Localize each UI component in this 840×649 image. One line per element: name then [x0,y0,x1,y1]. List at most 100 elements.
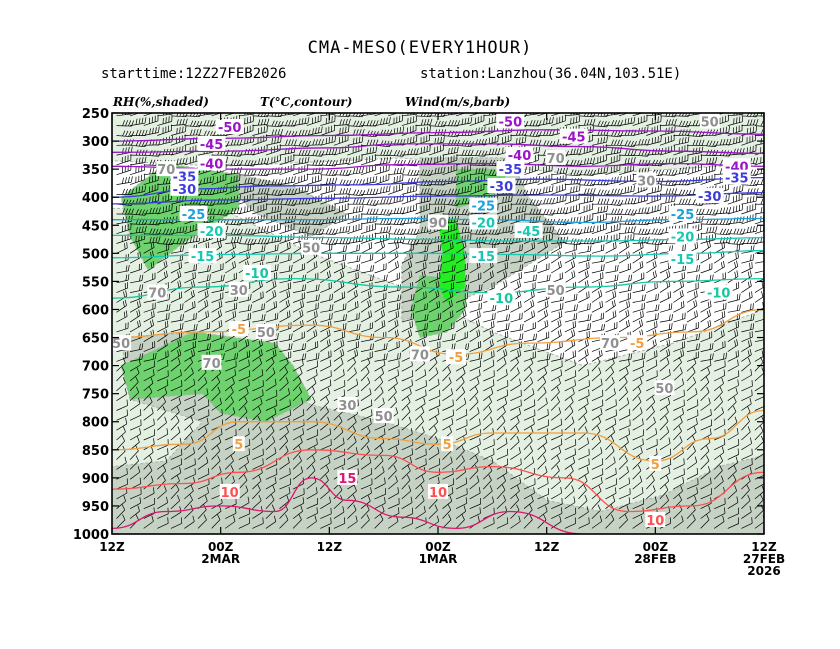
contour-label-25: -10 [707,287,731,302]
x-tick-label-4-0: 12Z [534,540,560,554]
wind-barb-1820 [713,465,723,480]
wind-barb-510 [523,208,542,215]
wind-barb-1465 [455,397,467,411]
wind-barb-1957 [618,497,631,510]
wind-barb-469 [619,197,637,205]
wind-barb-1469 [510,399,522,411]
wind-barb-995 [591,300,603,313]
wind-barb-1723 [700,445,710,460]
wind-barb-488 [225,207,243,215]
wind-barb-172 [496,134,512,146]
wind-barb-1145 [673,333,687,343]
wind-barb-1030 [415,314,429,323]
wind-barb-1448 [224,396,234,411]
wind-barb-349 [292,173,308,185]
wind-barb-1863 [646,474,655,490]
wind-barb-1029 [401,312,415,323]
wind-barb-423 [646,184,662,195]
wind-barb-319 [537,164,553,176]
wind-barb-456 [442,199,461,206]
wind-barb-1440 [116,399,128,411]
wind-barb-2062 [741,517,753,529]
wind-barb-1763 [591,458,604,470]
wind-barb-1166 [306,340,319,352]
wind-barb-249 [238,159,257,167]
wind-barb-244 [170,157,188,166]
wind-barb-1520 [550,407,562,421]
wind-barb-906 [686,282,699,293]
wind-barb-1528 [659,406,669,421]
wind-barb-94 [741,118,759,126]
wind-barb-1542 [197,417,209,431]
wind-barb-1759 [537,455,547,470]
wind-barb-96 [116,130,135,138]
wind-barb-1487 [754,406,764,411]
wind-barb-1772 [713,455,724,470]
contour-label-bg-31 [649,455,662,471]
wind-barb-33 [564,113,581,117]
wind-barb-255 [320,159,338,167]
wind-barb-2044 [496,517,509,529]
wind-barb-323 [591,166,609,176]
wind-barb-1368 [442,377,452,392]
wind-barb-1965 [727,496,739,509]
wind-barb-633 [238,238,257,246]
wind-barb-1745 [347,458,359,470]
wind-barb-36 [605,113,621,117]
wind-barb-1136 [551,329,562,342]
wind-barb-401 [347,189,366,197]
wind-barb-1111 [211,331,224,343]
wind-barb-1103 [754,329,764,333]
wind-barb-2041 [455,514,465,529]
wind-barb-1491 [157,406,166,421]
wind-barb-1598 [306,429,319,441]
wind-barb-1687 [211,445,221,460]
wind-barb-1594 [252,426,262,441]
wind-barb-1588 [170,426,181,441]
wind-barb-1446 [197,399,210,411]
wind-barb-301 [292,164,309,176]
contour-label-2: -40 [200,158,224,173]
wind-barb-1881 [238,485,249,500]
contour-label-bg-43 [545,281,566,297]
wind-barb-47 [754,113,764,117]
wind-barb-1953 [564,496,576,509]
wind-barb-1538 [143,418,155,431]
wind-barb-663 [646,238,665,246]
wind-barb-1592 [225,429,237,441]
wind-barb-1874 [143,487,155,500]
wind-barb-1565 [510,416,520,431]
wind-barb-328 [659,169,678,176]
wind-barb-189 [727,135,744,146]
wind-barb-996 [605,299,616,313]
wind-barb-2058 [686,514,696,529]
wind-barb-502 [415,203,431,215]
wind-barb-910 [741,280,752,293]
wind-barb-573 [727,216,745,225]
wind-barb-2059 [700,514,710,529]
wind-barb-64 [333,118,351,126]
wind-barb-1605 [401,428,413,441]
contour-label-42: 50 [375,410,393,425]
wind-barb-875 [265,280,277,293]
wind-barb-201 [238,148,256,156]
wind-barb-1760 [550,455,561,470]
wind-barb-1625 [673,425,682,441]
wind-barb-647 [428,234,446,244]
contour-label-bg-50 [545,149,566,165]
wind-barb-1666 [578,437,589,451]
wind-barb-1307 [265,367,276,382]
wind-barb-1428 [605,388,616,401]
wind-barb-417 [564,184,581,195]
wind-barb-1575 [646,416,656,431]
wind-barb-489 [238,204,255,215]
wind-barb-924 [279,290,291,303]
wind-barb-15 [320,113,336,117]
wind-barb-1308 [279,366,289,382]
wind-barb-947 [591,289,603,303]
wind-barb-1356 [279,377,289,392]
wind-barb-1888 [333,484,343,500]
wind-barb-563 [591,213,607,225]
wind-barb-1958 [632,497,645,510]
wind-barb-138 [686,130,705,138]
